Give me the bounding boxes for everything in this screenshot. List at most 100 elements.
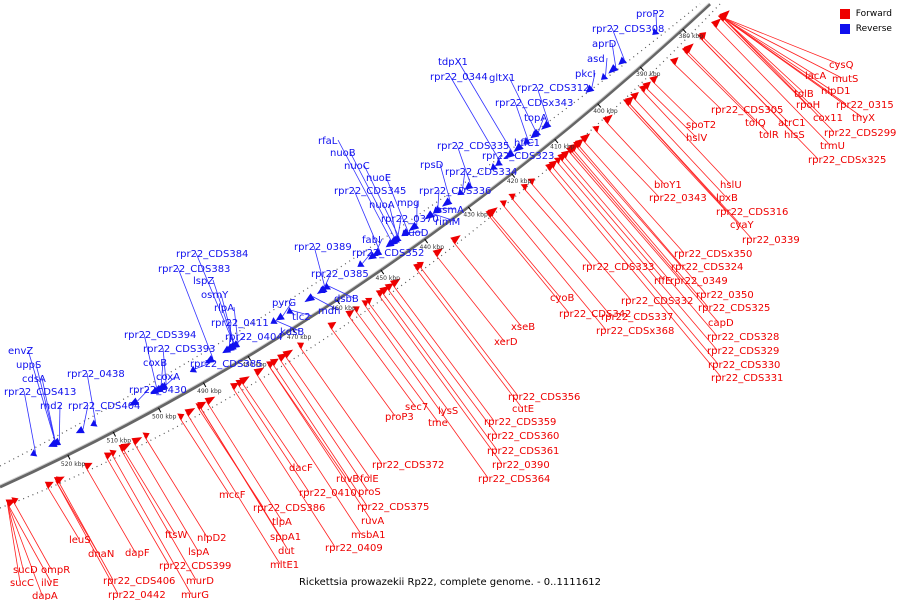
forward-gene-label[interactable]: rpr22_CDS356 bbox=[508, 392, 580, 403]
forward-feature-arrow[interactable] bbox=[235, 379, 245, 388]
forward-gene-label[interactable]: rpr22_0442 bbox=[108, 590, 166, 600]
reverse-feature-arrow[interactable] bbox=[608, 64, 619, 74]
forward-gene-label[interactable]: rpr22_CDS299 bbox=[824, 128, 896, 139]
forward-gene-label[interactable]: rpr22_CDSx368 bbox=[596, 326, 674, 337]
forward-feature-arrow[interactable] bbox=[638, 84, 648, 93]
forward-feature-arrow[interactable] bbox=[142, 432, 150, 440]
reverse-gene-label[interactable]: rpr22_CDS335 bbox=[437, 141, 509, 152]
forward-feature-arrow[interactable] bbox=[266, 361, 274, 369]
reverse-gene-label[interactable]: rpr22_0404 bbox=[225, 332, 283, 343]
reverse-gene-label[interactable]: rpr22_CDS336 bbox=[419, 186, 491, 197]
reverse-gene-label[interactable]: kdsB bbox=[280, 327, 304, 338]
forward-feature-arrow[interactable] bbox=[574, 138, 584, 148]
reverse-feature-arrow[interactable] bbox=[224, 343, 235, 352]
reverse-gene-label[interactable]: tlc2 bbox=[292, 312, 311, 323]
forward-gene-label[interactable]: rpr22_0315 bbox=[836, 100, 894, 111]
forward-feature-arrow[interactable] bbox=[579, 133, 591, 143]
forward-gene-label[interactable]: dnaN bbox=[88, 549, 114, 560]
reverse-gene-label[interactable]: rpr22_0438 bbox=[67, 369, 125, 380]
forward-feature-arrow[interactable] bbox=[384, 283, 394, 292]
forward-feature-arrow[interactable] bbox=[277, 353, 288, 362]
forward-gene-label[interactable]: rpr22_CDS361 bbox=[487, 446, 559, 457]
reverse-gene-label[interactable]: rnd2 bbox=[40, 401, 63, 412]
reverse-gene-label[interactable]: rpr22_CDS413 bbox=[4, 387, 76, 398]
forward-gene-label[interactable]: bioY1 bbox=[654, 180, 682, 191]
forward-gene-label[interactable]: lspA bbox=[188, 547, 209, 558]
reverse-feature-arrow[interactable] bbox=[90, 419, 98, 427]
reverse-gene-label[interactable]: nuoA bbox=[369, 200, 395, 211]
reverse-gene-label[interactable]: rpr22_0389 bbox=[294, 242, 352, 253]
forward-gene-label[interactable]: rpr22_CDS337 bbox=[601, 312, 673, 323]
reverse-feature-arrow[interactable] bbox=[504, 149, 516, 159]
forward-feature-arrow[interactable] bbox=[282, 349, 294, 359]
forward-gene-label[interactable]: dapA bbox=[32, 591, 58, 600]
forward-gene-label[interactable]: ompR bbox=[41, 565, 70, 576]
forward-feature-arrow[interactable] bbox=[485, 208, 496, 218]
forward-gene-label[interactable]: hisS bbox=[784, 130, 805, 141]
forward-feature-arrow[interactable] bbox=[296, 342, 305, 350]
forward-gene-label[interactable]: rpr22_CDS333 bbox=[582, 262, 654, 273]
forward-feature-arrow[interactable] bbox=[592, 125, 600, 133]
reverse-feature-arrow[interactable] bbox=[513, 142, 524, 152]
forward-feature-arrow[interactable] bbox=[567, 144, 577, 153]
reverse-feature-arrow[interactable] bbox=[464, 181, 474, 190]
reverse-gene-label[interactable]: mdh bbox=[318, 306, 340, 317]
forward-feature-arrow[interactable] bbox=[253, 367, 265, 377]
forward-gene-label[interactable]: cyoB bbox=[550, 293, 575, 304]
reverse-feature-arrow[interactable] bbox=[401, 229, 409, 237]
forward-gene-label[interactable]: rpr22_0349 bbox=[670, 276, 728, 287]
forward-gene-label[interactable]: dacF bbox=[289, 463, 313, 474]
reverse-gene-label[interactable]: rpr22_CDS323 bbox=[482, 151, 554, 162]
forward-feature-arrow[interactable] bbox=[630, 92, 639, 101]
forward-gene-label[interactable]: spoT2 bbox=[686, 120, 716, 131]
forward-gene-label[interactable]: sucD bbox=[13, 565, 38, 576]
forward-feature-arrow[interactable] bbox=[520, 183, 528, 191]
forward-feature-arrow[interactable] bbox=[375, 289, 385, 298]
reverse-gene-label[interactable]: rpr22_0344 bbox=[430, 72, 488, 83]
reverse-feature-arrow[interactable] bbox=[618, 56, 627, 65]
forward-gene-label[interactable]: ruvA bbox=[361, 516, 384, 527]
reverse-gene-label[interactable]: rpr22_CDSx343 bbox=[495, 98, 573, 109]
forward-gene-label[interactable]: rpr22_0410 bbox=[299, 488, 357, 499]
forward-gene-label[interactable]: mccF bbox=[219, 490, 246, 501]
forward-gene-label[interactable]: rffE bbox=[654, 276, 671, 287]
forward-feature-arrow[interactable] bbox=[649, 75, 658, 84]
forward-gene-label[interactable]: hslV bbox=[686, 133, 707, 144]
reverse-gene-label[interactable]: rpr22_CDS385 bbox=[190, 359, 262, 370]
forward-gene-label[interactable]: rpr22_0343 bbox=[649, 193, 707, 204]
reverse-gene-label[interactable]: rpr22_0385 bbox=[311, 269, 369, 280]
reverse-feature-arrow[interactable] bbox=[585, 84, 595, 93]
reverse-gene-label[interactable]: asd bbox=[587, 54, 605, 65]
forward-gene-label[interactable]: rpr22_CDSx350 bbox=[674, 249, 752, 260]
reverse-gene-label[interactable]: rpr22_CDS394 bbox=[124, 330, 196, 341]
forward-gene-label[interactable]: lacA bbox=[805, 71, 826, 82]
forward-gene-label[interactable]: rpr22_CDS375 bbox=[357, 502, 429, 513]
reverse-feature-arrow[interactable] bbox=[457, 188, 465, 196]
forward-gene-label[interactable]: msbA1 bbox=[351, 530, 386, 541]
reverse-feature-arrow[interactable] bbox=[318, 286, 326, 293]
forward-feature-arrow[interactable] bbox=[345, 310, 355, 318]
reverse-gene-label[interactable]: coxB bbox=[143, 358, 167, 369]
reverse-gene-label[interactable]: nuoB bbox=[330, 148, 356, 159]
reverse-feature-arrow[interactable] bbox=[490, 163, 498, 170]
reverse-gene-label[interactable]: coxA bbox=[156, 372, 180, 383]
forward-feature-arrow[interactable] bbox=[602, 114, 613, 124]
reverse-feature-arrow[interactable] bbox=[495, 158, 503, 166]
forward-gene-label[interactable]: tolB bbox=[794, 89, 814, 100]
forward-gene-label[interactable]: dut bbox=[278, 546, 295, 557]
reverse-gene-label[interactable]: rpr22_CDS334 bbox=[445, 167, 517, 178]
forward-gene-label[interactable]: tolQ bbox=[745, 118, 766, 129]
forward-gene-label[interactable]: tlpA bbox=[272, 517, 292, 528]
reverse-gene-label[interactable]: rpsD bbox=[420, 160, 444, 171]
forward-gene-label[interactable]: rpr22_CDS359 bbox=[484, 417, 556, 428]
forward-feature-arrow[interactable] bbox=[239, 376, 250, 385]
reverse-gene-label[interactable]: rpr22_CDS383 bbox=[158, 264, 230, 275]
forward-gene-label[interactable]: ruvB bbox=[336, 474, 359, 485]
reverse-feature-arrow[interactable] bbox=[30, 449, 38, 457]
reverse-gene-label[interactable]: nuoD bbox=[402, 228, 429, 239]
forward-gene-label[interactable]: atrC1 bbox=[778, 118, 806, 129]
forward-feature-arrow[interactable] bbox=[365, 297, 373, 305]
reverse-gene-label[interactable]: nuoC bbox=[344, 161, 370, 172]
forward-gene-label[interactable]: rpr22_CDS331 bbox=[711, 373, 783, 384]
forward-gene-label[interactable]: ilvE bbox=[41, 578, 59, 589]
